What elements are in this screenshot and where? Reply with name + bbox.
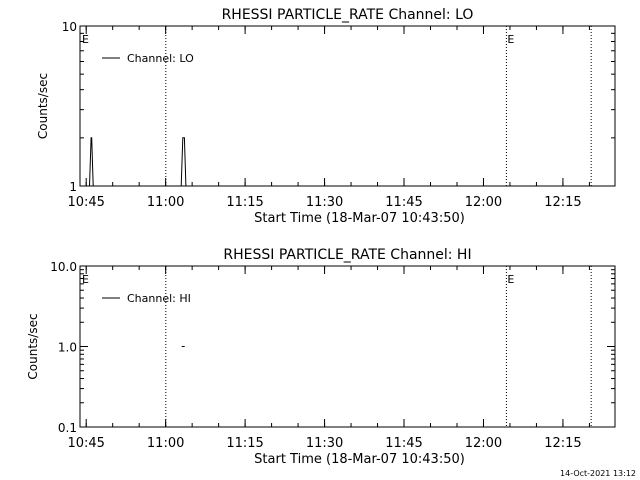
panel-hi-xtick-label: 11:00 (147, 436, 184, 451)
panel-hi-ytick-label: 10.0 (50, 260, 77, 274)
panel-lo-ylabel: Counts/sec (36, 73, 50, 139)
panel-lo-xtick-label: 11:45 (385, 195, 422, 210)
panel-hi-xtick-label: 12:00 (465, 436, 502, 451)
footer-timestamp: 14-Oct-2021 13:12 (560, 469, 636, 478)
panel-lo-event-marker-label: E (507, 33, 514, 46)
panel-lo-xtick-label: 11:00 (147, 195, 184, 210)
panel-lo-event-marker-label: E (82, 33, 89, 46)
panel-lo-xtick-label: 11:30 (306, 195, 343, 210)
panel-lo-series-line (89, 137, 94, 187)
panel-lo-axes-frame (79, 25, 616, 187)
panel-lo-xlabel: Start Time (18-Mar-07 10:43:50) (254, 211, 465, 226)
panel-lo-title: RHESSI PARTICLE_RATE Channel: LO (222, 7, 474, 23)
panel-hi-xtick-label: 12:15 (544, 436, 581, 451)
panel-hi-xtick-label: 11:15 (226, 436, 263, 451)
panel-hi-event-marker-label: E (507, 273, 514, 286)
panel-hi-title: RHESSI PARTICLE_RATE Channel: HI (223, 247, 471, 263)
panel-lo-ytick-label: 1 (69, 180, 77, 194)
panel-hi-ylabel: Counts/sec (26, 313, 40, 379)
panel-lo-legend-label: Channel: LO (127, 52, 194, 65)
panel-lo-xtick-label: 11:15 (226, 195, 263, 210)
panel-hi-xtick-label: 11:30 (306, 436, 343, 451)
panel-hi-xtick-label: 11:45 (385, 436, 422, 451)
panel-lo-series-line (180, 137, 187, 187)
panel-hi-xtick-label: 10:45 (67, 436, 104, 451)
panel-hi-ytick-label: 0.1 (58, 421, 77, 435)
panel-lo-xtick-label: 12:00 (465, 195, 502, 210)
panel-lo-ytick-label: 10 (62, 20, 77, 34)
panel-hi-ytick-label: 1.0 (58, 341, 77, 355)
panel-lo-xtick-label: 10:45 (67, 195, 104, 210)
panel-hi-event-marker-label: E (82, 273, 89, 286)
panel-hi-xlabel: Start Time (18-Mar-07 10:43:50) (254, 452, 465, 467)
panel-hi-axes-frame (79, 265, 616, 428)
panel-lo-xtick-label: 12:15 (544, 195, 581, 210)
panel-hi-legend-label: Channel: HI (127, 292, 191, 305)
